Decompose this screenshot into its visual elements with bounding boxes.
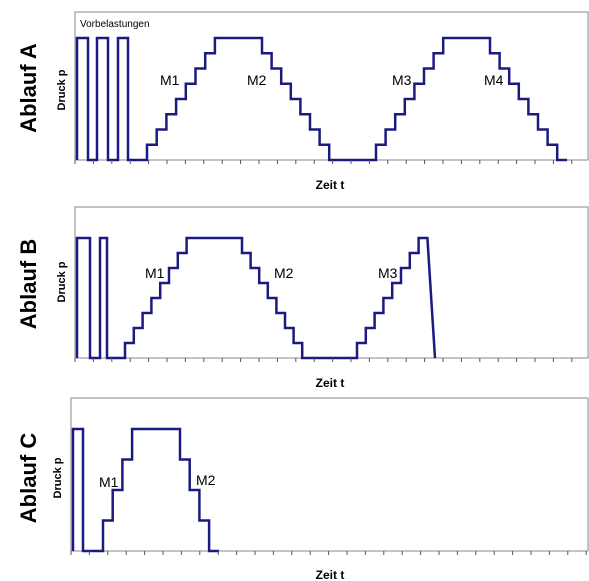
panel-title: Ablauf B <box>16 239 41 329</box>
x-label: Zeit t <box>316 178 345 192</box>
x-label: Zeit t <box>316 376 345 390</box>
marker-label: M1 <box>145 265 165 281</box>
annotation: Vorbelastungen <box>80 19 150 30</box>
pressure-curve <box>71 427 219 553</box>
marker-label: M2 <box>196 472 216 488</box>
x-label: Zeit t <box>316 568 345 581</box>
pressure-curve <box>75 36 567 162</box>
panel-c: Ablauf C Druck p Zeit t M1 M2 <box>16 397 589 581</box>
panel-title: Ablauf C <box>16 433 41 524</box>
marker-label: M3 <box>378 265 398 281</box>
panel-a: Ablauf A Druck p Zeit t Vorbelastungen M… <box>16 11 589 192</box>
frame <box>70 397 589 552</box>
y-label: Druck p <box>56 261 68 302</box>
marker-label: M1 <box>99 474 119 490</box>
frame <box>74 11 589 161</box>
y-label: Druck p <box>56 69 68 110</box>
marker-label: M3 <box>392 72 412 88</box>
pressure-curve <box>75 236 437 360</box>
marker-label: M2 <box>274 265 294 281</box>
y-label: Druck p <box>52 457 64 498</box>
panel-b: Ablauf B Druck p Zeit t M1 M2 M3 <box>16 206 589 390</box>
marker-label: M1 <box>160 72 180 88</box>
marker-label: M4 <box>484 72 504 88</box>
marker-label: M2 <box>247 72 267 88</box>
frame <box>74 206 589 359</box>
panel-title: Ablauf A <box>16 43 41 133</box>
